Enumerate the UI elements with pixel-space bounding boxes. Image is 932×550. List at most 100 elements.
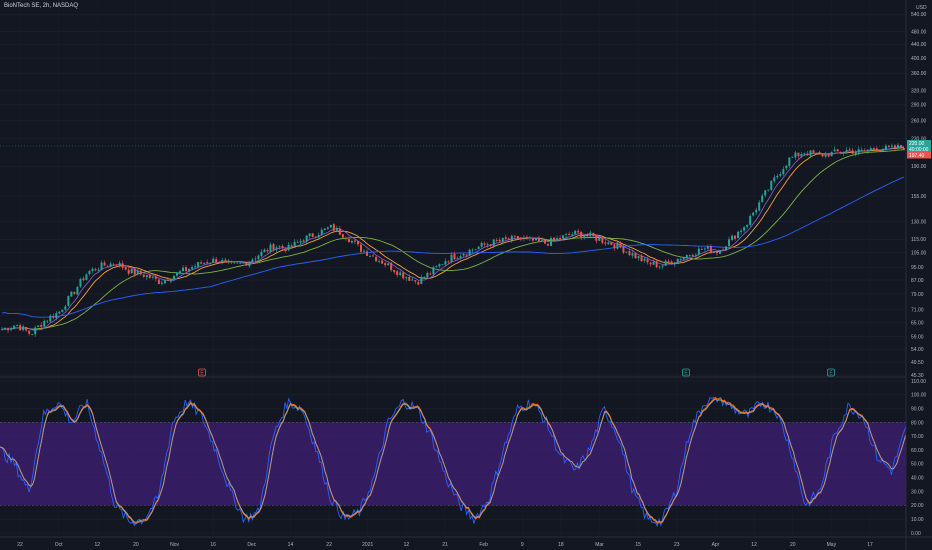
candle-body [359, 244, 362, 252]
candle-body [628, 251, 631, 255]
candle-body [785, 165, 788, 169]
candle-body [646, 259, 649, 263]
candle-body [477, 246, 480, 249]
candle-body [830, 151, 833, 157]
candle-body [697, 248, 700, 255]
earnings-event-icon[interactable]: E [682, 368, 690, 377]
candle-body [281, 245, 284, 248]
candle-body [528, 237, 531, 239]
candle-body [363, 250, 366, 252]
candle-body [85, 274, 88, 280]
candle-body [616, 242, 619, 249]
price-tick-label: 49.50 [911, 360, 924, 366]
price-tick-label: 65.00 [911, 320, 924, 326]
candle-body [544, 239, 547, 244]
candle-body [592, 233, 595, 237]
candle-body [525, 237, 528, 239]
price-badge-label: 40:00:00 [909, 147, 929, 153]
candle-body [682, 256, 685, 260]
time-tick-label: 12 [94, 542, 100, 548]
event-frame [198, 368, 206, 377]
time-axis[interactable]: 22 Oct 12 20 Nov 16 Dec 14 22 2021 12 21 Feb 9 18 Mar 15… [17, 542, 873, 548]
earnings-event-icon[interactable]: E [198, 368, 206, 377]
event-frame [682, 368, 690, 377]
candle-body [767, 189, 770, 191]
candle-body [673, 262, 676, 265]
candle-body [640, 255, 643, 262]
price-tick-label: 79.00 [911, 292, 924, 298]
candle-body [613, 244, 616, 249]
candle-body [1, 329, 3, 331]
candle-body [341, 234, 344, 238]
candle-body [414, 280, 417, 282]
candle-body [227, 261, 230, 262]
candle-body [142, 274, 145, 277]
stoch-smooth-line [0, 398, 907, 523]
event-label: E [200, 371, 204, 377]
candle-body [185, 267, 188, 271]
candle-body [88, 270, 91, 275]
grid-lines [0, 14, 906, 534]
price-badge-label: 197.40 [909, 153, 925, 159]
candle-body [746, 224, 749, 227]
candle-body [188, 268, 191, 272]
candle-body [498, 240, 501, 242]
candle-body [788, 157, 791, 166]
candle-body [269, 244, 272, 252]
price-axis[interactable]: 540.00 480.00 440.00 400.00 360.00 320.00 290.… [911, 5, 927, 379]
candle-body [456, 258, 459, 260]
candle-body [833, 149, 836, 152]
time-tick-label: 21 [442, 542, 448, 548]
candle-body [495, 240, 498, 241]
candle-body [209, 263, 212, 264]
candle-body [537, 237, 540, 242]
candle-body [878, 150, 881, 152]
candle-body [145, 275, 148, 278]
candle-body [76, 286, 79, 295]
price-tick-label: 105.00 [911, 250, 927, 256]
candle-body [471, 249, 474, 251]
candle-body [706, 246, 709, 249]
candle-body [393, 269, 396, 272]
time-tick-label: Mar [595, 542, 604, 548]
candle-body [562, 235, 565, 239]
price-tick-label: 59.00 [911, 334, 924, 340]
candle-body [242, 262, 245, 264]
candle-body [450, 254, 453, 263]
candle-body [254, 258, 257, 260]
candle-body [574, 230, 577, 235]
candle-body [369, 256, 372, 257]
candle-body [323, 228, 326, 231]
price-tick-label: 87.00 [911, 278, 924, 284]
candle-body [79, 278, 82, 287]
price-tick-label: 54.00 [911, 347, 924, 353]
candle-body [40, 324, 43, 327]
candle-body [335, 228, 338, 231]
candle-body [411, 279, 414, 281]
candle-body [46, 320, 49, 322]
candle-body [655, 261, 658, 268]
candle-body [160, 282, 163, 284]
candle-body [347, 239, 350, 243]
time-tick-label: 14 [288, 542, 294, 548]
candle-body [589, 232, 592, 237]
candle-body [284, 248, 287, 252]
candle-body [761, 195, 764, 203]
stochastic-axis[interactable]: 110.00 100.00 90.00 80.00 70.00 60.00 50.00 40.… [911, 379, 927, 537]
candle-body [869, 148, 872, 151]
candle-body [887, 145, 890, 148]
candle-body [426, 272, 429, 278]
candle-body [670, 261, 673, 265]
candle-body [607, 242, 610, 245]
candle-body [405, 277, 408, 279]
candle-body [553, 237, 556, 241]
candle-body [118, 262, 121, 266]
candle-body [13, 325, 16, 329]
earnings-event-icon[interactable]: E [827, 368, 835, 377]
time-tick-label: Feb [479, 542, 488, 548]
candle-body [447, 261, 450, 263]
candle-body [296, 241, 299, 243]
